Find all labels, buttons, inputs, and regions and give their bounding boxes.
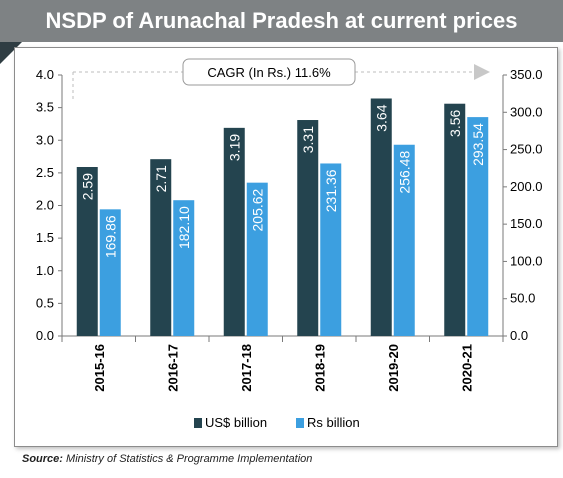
cagr-arrow-head bbox=[474, 64, 490, 80]
data-label-rs: 169.86 bbox=[102, 215, 118, 258]
bar-rs bbox=[467, 117, 489, 336]
cagr-annotation: CAGR (In Rs.) 11.6% bbox=[72, 58, 490, 100]
x-tick-label: 2018-19 bbox=[312, 344, 327, 392]
y-left-tick-label: 3.0 bbox=[36, 132, 54, 147]
bar-usd bbox=[297, 120, 319, 337]
y-right-tick-label: 350.0 bbox=[510, 67, 543, 82]
data-label-usd: 2.59 bbox=[79, 173, 95, 200]
bar-usd bbox=[76, 167, 98, 336]
data-label-usd: 2.71 bbox=[153, 165, 169, 192]
cagr-box bbox=[182, 58, 356, 86]
x-tick-label: 2015-16 bbox=[92, 344, 107, 392]
data-label-rs: 205.62 bbox=[249, 188, 265, 231]
bar-usd bbox=[223, 127, 245, 336]
legend-label-usd: US$ billion bbox=[205, 415, 267, 430]
data-label-rs: 182.10 bbox=[176, 206, 192, 249]
data-label-usd: 3.56 bbox=[447, 109, 463, 136]
data-label-usd: 3.31 bbox=[300, 126, 316, 153]
bar-rs bbox=[246, 182, 268, 336]
bar-usd bbox=[444, 103, 466, 337]
data-label-usd: 3.19 bbox=[226, 134, 242, 161]
y-right-tick-label: 200.0 bbox=[510, 179, 543, 194]
bars-group bbox=[76, 98, 489, 337]
legend-swatch-usd bbox=[194, 418, 202, 428]
data-label-rs: 293.54 bbox=[470, 123, 486, 166]
cagr-text: CAGR (In Rs.) 11.6% bbox=[207, 65, 331, 80]
bar-rs bbox=[173, 200, 195, 336]
y-right-tick-label: 150.0 bbox=[510, 216, 543, 231]
y-left-tick-label: 3.5 bbox=[36, 100, 54, 115]
y-right-tick-label: 250.0 bbox=[510, 142, 543, 157]
legend-label-rs: Rs billion bbox=[307, 415, 360, 430]
y-left-tick-label: 4.0 bbox=[36, 67, 54, 82]
y-left-tick-label: 1.0 bbox=[36, 263, 54, 278]
bar-usd bbox=[150, 159, 172, 336]
y-left-tick-label: 0.5 bbox=[36, 295, 54, 310]
y-right-tick-label: 0.0 bbox=[510, 328, 528, 343]
y-left-tick-label: 2.0 bbox=[36, 198, 54, 213]
bar-rs bbox=[393, 144, 415, 336]
chart-title: NSDP of Arunachal Pradesh at current pri… bbox=[45, 8, 518, 33]
data-label-rs: 256.48 bbox=[396, 151, 412, 194]
y-left-tick-label: 2.5 bbox=[36, 165, 54, 180]
source-text: Ministry of Statistics & Programme Imple… bbox=[66, 453, 313, 465]
x-tick-label: 2019-20 bbox=[386, 344, 401, 392]
x-tick-label: 2017-18 bbox=[239, 344, 254, 392]
y-left-tick-label: 0.0 bbox=[36, 328, 54, 343]
data-label-usd: 3.64 bbox=[373, 104, 389, 131]
title-bar bbox=[0, 0, 563, 42]
bar-usd bbox=[370, 98, 392, 337]
y-right-tick-label: 300.0 bbox=[510, 104, 543, 119]
x-tick-label: 2020-21 bbox=[459, 344, 474, 392]
source-note: Source: Ministry of Statistics & Program… bbox=[22, 453, 312, 465]
bar-rs bbox=[99, 209, 121, 336]
data-label-rs: 231.36 bbox=[323, 169, 339, 212]
source-label: Source: bbox=[22, 453, 63, 465]
axes-group: 0.0 0.5 1.0 1.5 2.0 2.5 3.0 3.5 4.0 0.0 50.0 100.0 1… bbox=[36, 67, 543, 392]
y-right-tick-label: 50.0 bbox=[510, 291, 535, 306]
legend: US$ billion Rs billion bbox=[194, 415, 360, 430]
legend-swatch-rs bbox=[296, 418, 304, 428]
data-labels-group: 2.59 169.86 2.71 182.10 3.19 205.62 3.31 231.36… bbox=[79, 104, 486, 258]
y-right-tick-label: 100.0 bbox=[510, 253, 543, 268]
y-left-tick-label: 1.5 bbox=[36, 230, 54, 245]
x-tick-label: 2016-17 bbox=[165, 344, 180, 392]
bar-rs bbox=[320, 163, 342, 336]
